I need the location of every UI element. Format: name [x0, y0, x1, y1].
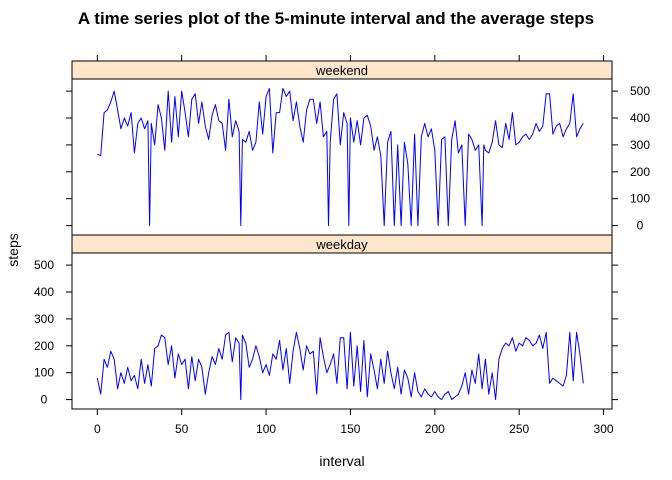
y-tick-label-weekend-400: 400 [630, 111, 650, 125]
y-tick-label-weekend-100: 100 [630, 192, 650, 206]
x-tick-label-300: 300 [594, 422, 614, 436]
y-tick-label-weekday-0: 0 [41, 393, 48, 407]
x-tick-label-100: 100 [256, 422, 276, 436]
strip-label-weekend: weekend [315, 63, 368, 78]
panels-group: weekend0100200300400500weekday0100200300… [34, 55, 650, 436]
series-line-weekend [97, 87, 584, 227]
y-tick-label-weekend-500: 500 [630, 84, 650, 98]
plot-frame-weekend [71, 78, 613, 236]
y-tick-label-weekday-100: 100 [34, 366, 54, 380]
y-tick-label-weekday-200: 200 [34, 339, 54, 353]
y-tick-label-weekday-500: 500 [34, 258, 54, 272]
panel-weekend: weekend 0 100 200 300 400 500 [66, 55, 650, 236]
x-tick-label-250: 250 [509, 422, 529, 436]
x-axis-label: interval [319, 453, 364, 469]
y-tick-label-weekday-400: 400 [34, 285, 54, 299]
strip-label-weekday: weekday [315, 237, 368, 252]
y-tick-label-weekday-300: 300 [34, 312, 54, 326]
x-tick-label-200: 200 [425, 422, 445, 436]
y-tick-label-weekend-200: 200 [630, 165, 650, 179]
x-tick-label-50: 50 [175, 422, 189, 436]
series-line-weekday [96, 331, 584, 401]
y-tick-label-weekend-0: 0 [637, 219, 644, 233]
y-axis-label: steps [5, 233, 21, 266]
plot-frame-weekday [71, 252, 613, 410]
y-tick-label-weekend-300: 300 [630, 138, 650, 152]
panel-weekday: weekday 0 100 200 300 400 500 0 50 100 150 200 250 30… [34, 234, 618, 436]
chart-title: A time series plot of the 5-minute inter… [78, 9, 594, 28]
x-tick-label-0: 0 [94, 422, 101, 436]
x-tick-label-150: 150 [340, 422, 360, 436]
